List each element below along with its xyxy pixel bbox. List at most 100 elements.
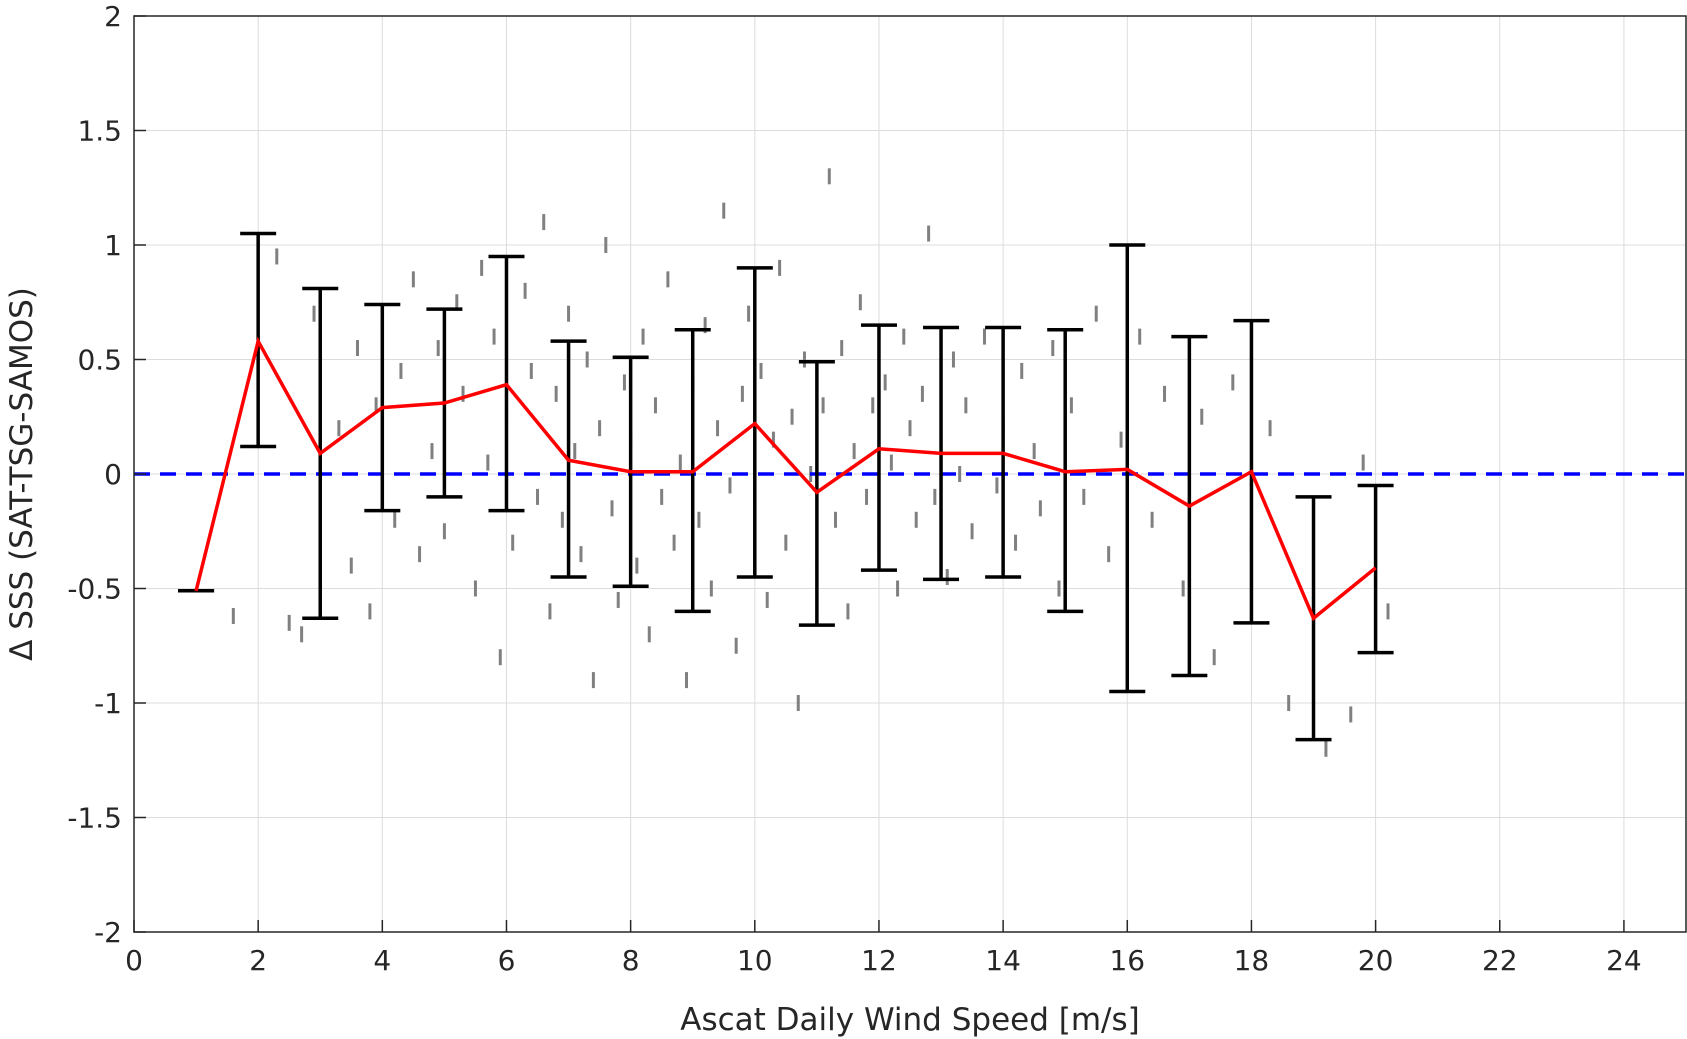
y-tick-label: 2 bbox=[104, 0, 122, 33]
scatter-point bbox=[480, 259, 484, 276]
scatter-point bbox=[771, 431, 775, 448]
y-tick-label: 1 bbox=[104, 229, 122, 262]
scatter-point bbox=[883, 374, 887, 391]
scatter-point bbox=[964, 397, 968, 414]
scatter-point bbox=[312, 305, 316, 322]
scatter-point bbox=[622, 374, 626, 391]
scatter-point bbox=[498, 649, 502, 666]
scatter-point bbox=[1094, 305, 1098, 322]
scatter-point bbox=[591, 672, 595, 689]
scatter-point bbox=[1119, 431, 1123, 448]
scatter-point bbox=[411, 271, 415, 288]
scatter-point bbox=[275, 248, 279, 265]
scatter-point bbox=[1032, 443, 1036, 460]
scatter-point bbox=[542, 214, 546, 231]
scatter-point bbox=[560, 511, 564, 528]
x-tick-label: 8 bbox=[622, 944, 640, 977]
scatter-point bbox=[523, 282, 527, 299]
x-axis-label: Ascat Daily Wind Speed [m/s] bbox=[680, 1002, 1139, 1038]
scatter-point bbox=[461, 385, 465, 402]
scatter-point bbox=[765, 591, 769, 608]
scatter-point bbox=[927, 225, 931, 242]
y-tick-label: -1.5 bbox=[67, 802, 122, 835]
scatter-point bbox=[567, 305, 571, 322]
scatter-point bbox=[1231, 374, 1235, 391]
scatter-point bbox=[1107, 546, 1111, 563]
scatter-point bbox=[703, 317, 707, 334]
scatter-point bbox=[920, 385, 924, 402]
scatter-point bbox=[858, 294, 862, 311]
scatter-point bbox=[616, 591, 620, 608]
scatter-point bbox=[933, 488, 937, 505]
scatter-point bbox=[1200, 408, 1204, 425]
scatter-point bbox=[579, 546, 583, 563]
scatter-point bbox=[1069, 397, 1073, 414]
scatter-point bbox=[666, 271, 670, 288]
scatter-point bbox=[368, 603, 372, 620]
scatter-point bbox=[1138, 328, 1142, 345]
scatter-point bbox=[827, 168, 831, 185]
scatter-point bbox=[709, 580, 713, 597]
scatter-point bbox=[734, 637, 738, 654]
x-tick-label: 24 bbox=[1606, 944, 1642, 977]
scatter-point bbox=[908, 420, 912, 437]
scatter-point bbox=[554, 385, 558, 402]
scatter-point bbox=[1020, 362, 1024, 379]
scatter-point bbox=[598, 420, 602, 437]
scatter-point bbox=[747, 305, 751, 322]
scatter-point bbox=[641, 328, 645, 345]
scatter-point bbox=[995, 477, 999, 494]
scatter-point bbox=[660, 488, 664, 505]
scatter-point bbox=[436, 340, 440, 357]
x-axis-ticks: 0 2 4 6 8 10 12 14 16 18 20 22 24 bbox=[125, 920, 1642, 977]
y-axis-ticks: -2 -1.5 -1 -0.5 0 0.5 1 1.5 2 bbox=[67, 0, 146, 949]
scatter-point bbox=[945, 569, 949, 586]
scatter-point bbox=[958, 466, 962, 482]
scatter-point bbox=[1361, 454, 1365, 471]
scatter-point bbox=[889, 454, 893, 471]
x-tick-label: 20 bbox=[1358, 944, 1394, 977]
scatter-point bbox=[678, 454, 682, 471]
scatter-point bbox=[914, 511, 918, 528]
scatter-point bbox=[716, 420, 720, 437]
scatter-point bbox=[231, 607, 235, 624]
scatter-point bbox=[287, 614, 291, 631]
scatter-point bbox=[1014, 534, 1018, 551]
scatter-point bbox=[759, 362, 763, 379]
scatter-point bbox=[834, 511, 838, 528]
x-tick-label: 16 bbox=[1109, 944, 1145, 977]
scatter-point bbox=[740, 385, 744, 402]
y-tick-label: -0.5 bbox=[67, 573, 122, 606]
scatter-point bbox=[982, 328, 986, 345]
scatter-point bbox=[778, 259, 782, 276]
scatter-point bbox=[1051, 340, 1055, 357]
scatter-point bbox=[896, 580, 900, 597]
scatter-point bbox=[685, 672, 689, 689]
scatter-point bbox=[536, 488, 540, 505]
scatter-point bbox=[821, 397, 825, 414]
scatter-point bbox=[1181, 580, 1185, 597]
scatter-point bbox=[455, 294, 459, 311]
scatter-point bbox=[1212, 649, 1216, 666]
scatter-point bbox=[300, 626, 304, 643]
scatter-point bbox=[722, 202, 726, 219]
scatter-point bbox=[492, 328, 496, 345]
scatter-points bbox=[231, 168, 1390, 757]
scatter-point bbox=[846, 603, 850, 620]
x-tick-label: 10 bbox=[737, 944, 773, 977]
scatter-point bbox=[473, 580, 477, 597]
scatter-point bbox=[442, 523, 446, 540]
x-tick-label: 2 bbox=[249, 944, 267, 977]
scatter-point bbox=[1287, 695, 1291, 711]
scatter-point bbox=[1349, 706, 1353, 723]
scatter-point bbox=[802, 351, 806, 368]
x-tick-label: 14 bbox=[985, 944, 1021, 977]
y-tick-label: 0.5 bbox=[77, 344, 122, 377]
scatter-point bbox=[511, 534, 515, 551]
mean-line bbox=[194, 336, 1377, 622]
scatter-point bbox=[430, 443, 434, 460]
x-tick-label: 6 bbox=[498, 944, 516, 977]
y-axis-label: Δ SSS (SAT-TSG-SAMOS) bbox=[4, 287, 40, 661]
scatter-point bbox=[865, 488, 869, 505]
